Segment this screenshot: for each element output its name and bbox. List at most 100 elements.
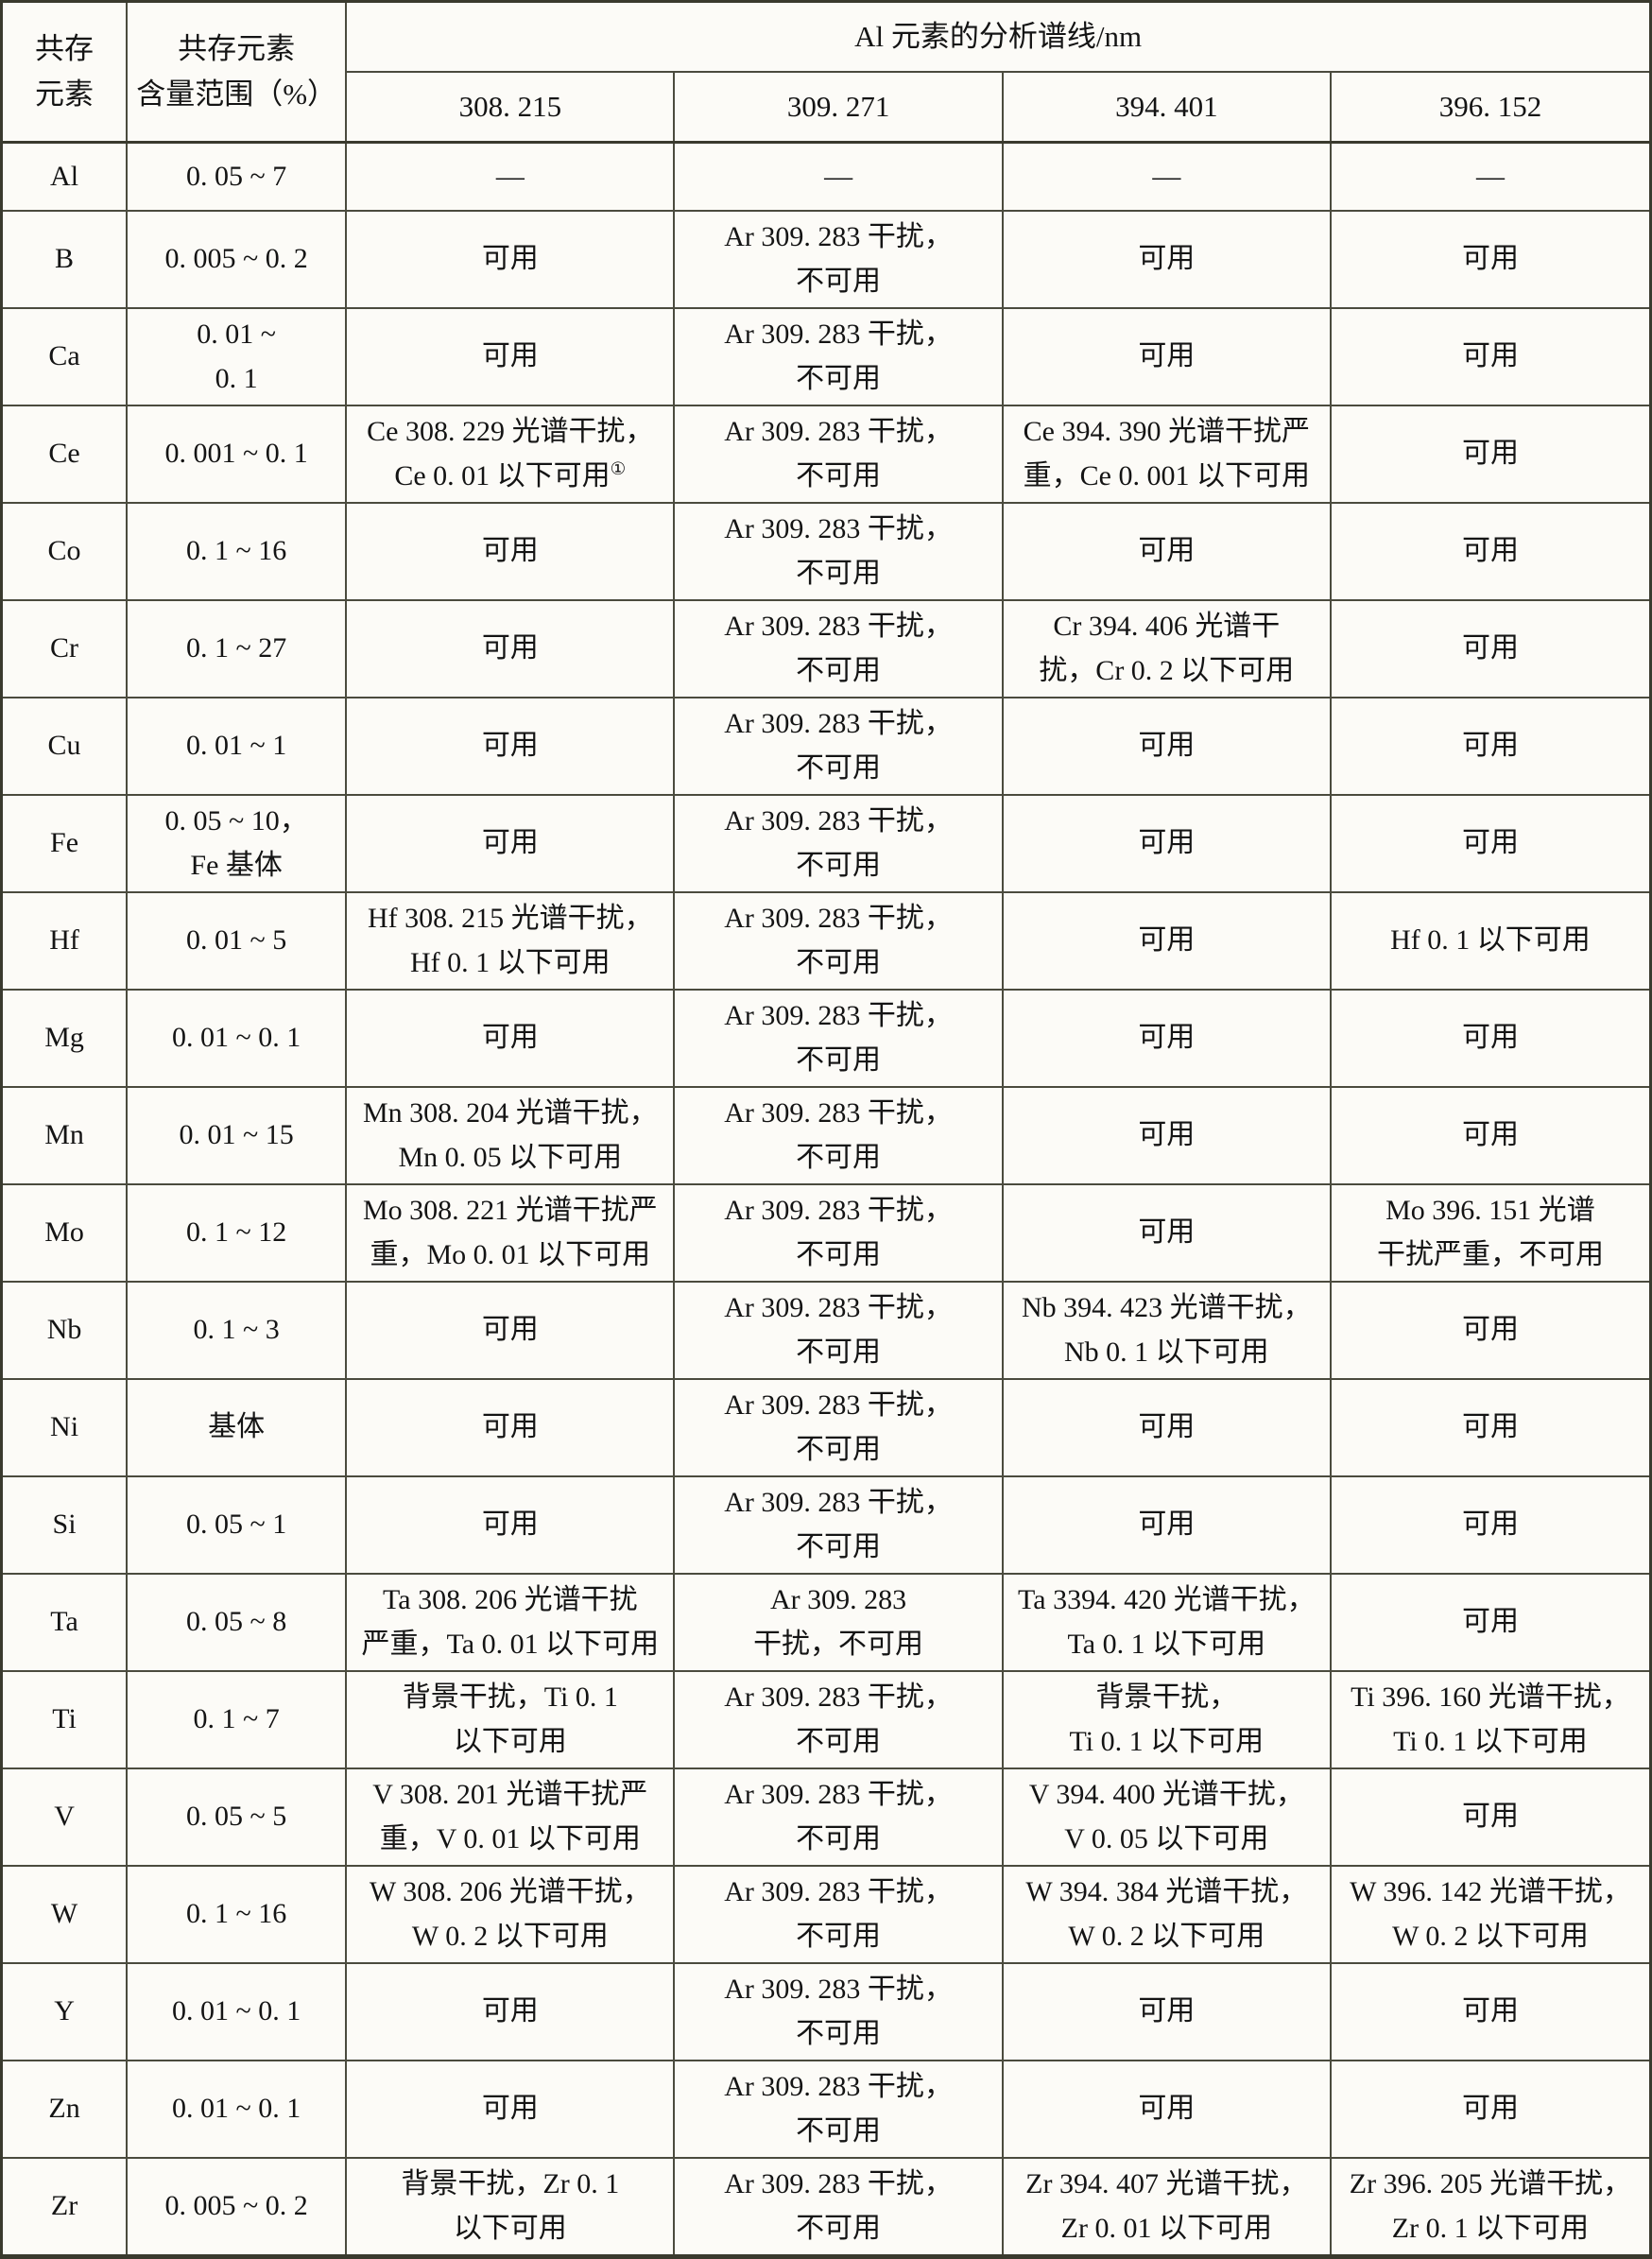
line-308-cell: 可用 [345,210,676,309]
table-row: Mn 0. 01 ~ 15 Mn 308. 204 光谱干扰， Mn 0. 05 以下… [0,1086,1652,1185]
element-cell: Ni [0,1378,129,1477]
header-line: 共存 [35,31,95,65]
range-cell: 0. 05 ~ 10， Fe 基体 [126,794,348,893]
line-396-cell: — [1329,141,1652,212]
line-309-cell: Ar 309. 283 干扰， 不可用 [673,1086,1004,1185]
range-cell: 0. 005 ~ 0. 2 [126,2157,348,2258]
table-row: Ta 0. 05 ~ 8 Ta 308. 206 光谱干扰 严重，Ta 0. 01 以… [0,1573,1652,1672]
line-308-cell: 可用 [345,2060,676,2159]
element-cell: Fe [0,794,129,893]
line-396-cell: Mo 396. 151 光谱 干扰严重，不可用 [1329,1183,1652,1283]
line-394-cell: 可用 [1001,989,1332,1088]
line-394-cell: Ce 394. 390 光谱干扰严 重，Ce 0. 001 以下可用 [1001,405,1332,504]
line-394-cell: 可用 [1001,2060,1332,2159]
line-308-cell: 可用 [345,794,676,893]
line-308-cell: 可用 [345,697,676,796]
line-308-cell: Ce 308. 229 光谱干扰， Ce 0. 01 以下可用① [345,405,676,504]
table-row: Mg 0. 01 ~ 0. 1 可用 Ar 309. 283 干扰， 不可用 可用 可用 [0,989,1652,1088]
wavelength-header-396: 396. 152 [1329,71,1652,144]
line-394-cell: 背景干扰， Ti 0. 1 以下可用 [1001,1670,1332,1769]
table-row: Mo 0. 1 ~ 12 Mo 308. 221 光谱干扰严 重，Mo 0. 01 以… [0,1183,1652,1283]
element-cell: Ti [0,1670,129,1769]
table-body: Al 0. 05 ~ 7— — — — B 0. 005 ~ 0. 2 可用 Ar 309. 2… [0,141,1652,2258]
header-row-top: 共存 元素 共存元素 含量范围（%） Al 元素的分析谱线/nm [0,0,1652,144]
range-cell: 0. 001 ~ 0. 1 [126,405,348,504]
content-range-header: 共存元素 含量范围（%） [126,0,348,144]
line-309-cell: Ar 309. 283 干扰， 不可用 [673,2060,1004,2159]
range-cell: 0. 01 ~ 0. 1 [126,2060,348,2159]
line-309-cell: Ar 309. 283 干扰， 不可用 [673,502,1004,601]
line-396-cell: 可用 [1329,502,1652,601]
range-cell: 0. 05 ~ 5 [126,1768,348,1867]
header-line: 共存元素 [178,31,296,65]
range-cell: 0. 1 ~ 16 [126,502,348,601]
table-row: Y 0. 01 ~ 0. 1 可用 Ar 309. 283 干扰， 不可用 可用 可用 [0,1962,1652,2061]
line-308-cell: Hf 308. 215 光谱干扰， Hf 0. 1 以下可用 [345,891,676,991]
table-row: Nb 0. 1 ~ 3 可用 Ar 309. 283 干扰， 不可用 Nb 394. 42… [0,1281,1652,1380]
line-309-cell: — [673,141,1004,212]
element-cell: Mn [0,1086,129,1185]
line-309-cell: Ar 309. 283 干扰， 不可用 [673,307,1004,406]
line-394-cell: 可用 [1001,502,1332,601]
line-309-cell: Ar 309. 283 干扰， 不可用 [673,1183,1004,1283]
range-cell: 0. 01 ~ 0. 1 [126,1962,348,2061]
line-309-cell: Ar 309. 283 干扰， 不可用 [673,989,1004,1088]
range-cell: 0. 05 ~ 1 [126,1475,348,1575]
line-394-cell: Ta 3394. 420 光谱干扰， Ta 0. 1 以下可用 [1001,1573,1332,1672]
line-309-cell: Ar 309. 283 干扰， 不可用 [673,1670,1004,1769]
line-309-cell: Ar 309. 283 干扰， 不可用 [673,405,1004,504]
table-row: Ca 0. 01 ~0. 1 可用 Ar 309. 283 干扰， 不可用 可用 可用 [0,307,1652,406]
line-308-cell: 可用 [345,1475,676,1575]
line-308-cell: Mn 308. 204 光谱干扰， Mn 0. 05 以下可用 [345,1086,676,1185]
line-308-cell: Ta 308. 206 光谱干扰 严重，Ta 0. 01 以下可用 [345,1573,676,1672]
element-cell: Cr [0,599,129,698]
element-cell: Co [0,502,129,601]
line-394-cell: 可用 [1001,697,1332,796]
line-308-cell: 背景干扰，Zr 0. 1 以下可用 [345,2157,676,2258]
line-396-cell: Hf 0. 1 以下可用 [1329,891,1652,991]
range-cell: 0. 005 ~ 0. 2 [126,210,348,309]
table-row: Si 0. 05 ~ 1 可用 Ar 309. 283 干扰， 不可用 可用 可用 [0,1475,1652,1575]
line-396-cell: 可用 [1329,1378,1652,1477]
line-394-cell: 可用 [1001,307,1332,406]
table-row: Ce 0. 001 ~ 0. 1 Ce 308. 229 光谱干扰， Ce 0. 01… [0,405,1652,504]
analysis-lines-header: Al 元素的分析谱线/nm [345,0,1652,73]
header-row-wavelengths: 308. 215 309. 271 394. 401 396. 152 [2,71,1652,144]
range-cell: 0. 01 ~ 5 [126,891,348,991]
line-309-cell: Ar 309. 283 干扰， 不可用 [673,2157,1004,2258]
table-row: Cu 0. 01 ~ 1 可用 Ar 309. 283 干扰， 不可用 可用 可用 [0,697,1652,796]
element-cell: Zr [0,2157,129,2258]
line-396-cell: 可用 [1329,1573,1652,1672]
line-308-cell: 可用 [345,502,676,601]
line-394-cell: — [1001,141,1332,212]
table-row: Ti 0. 1 ~ 7 背景干扰，Ti 0. 1 以下可用 Ar 309. 283 干扰… [0,1670,1652,1769]
line-396-cell: Ti 396. 160 光谱干扰， Ti 0. 1 以下可用 [1329,1670,1652,1769]
line-396-cell: Zr 396. 205 光谱干扰， Zr 0. 1 以下可用 [1329,2157,1652,2258]
line-394-cell: 可用 [1001,794,1332,893]
element-cell: Hf [0,891,129,991]
wavelength-header-394: 394. 401 [1001,71,1332,144]
range-cell: 基体 [126,1378,348,1477]
header-line: 含量范围（%） [136,78,337,111]
range-cell: 0. 01 ~0. 1 [126,307,348,406]
line-396-cell: W 396. 142 光谱干扰， W 0. 2 以下可用 [1329,1865,1652,1964]
line-308-cell: 可用 [345,599,676,698]
element-cell: Mg [0,989,129,1088]
range-cell: 0. 01 ~ 15 [126,1086,348,1185]
line-396-cell: 可用 [1329,307,1652,406]
table-row: W 0. 1 ~ 16 W 308. 206 光谱干扰， W 0. 2 以下可用 Ar … [0,1865,1652,1964]
line-396-cell: 可用 [1329,2060,1652,2159]
line-396-cell: 可用 [1329,599,1652,698]
line-308-cell: 可用 [345,989,676,1088]
line-308-cell: — [345,141,676,212]
wavelength-header-309: 309. 271 [673,71,1004,144]
line-396-cell: 可用 [1329,989,1652,1088]
line-394-cell: 可用 [1001,1475,1332,1575]
line-309-cell: Ar 309. 283 干扰， 不可用 [673,1865,1004,1964]
line-309-cell: Ar 309. 283 干扰， 不可用 [673,891,1004,991]
line-309-cell: Ar 309. 283 干扰，不可用 [673,1573,1004,1672]
line-308-cell: 可用 [345,1281,676,1380]
line-394-cell: V 394. 400 光谱干扰， V 0. 05 以下可用 [1001,1768,1332,1867]
line-396-cell: 可用 [1329,1281,1652,1380]
